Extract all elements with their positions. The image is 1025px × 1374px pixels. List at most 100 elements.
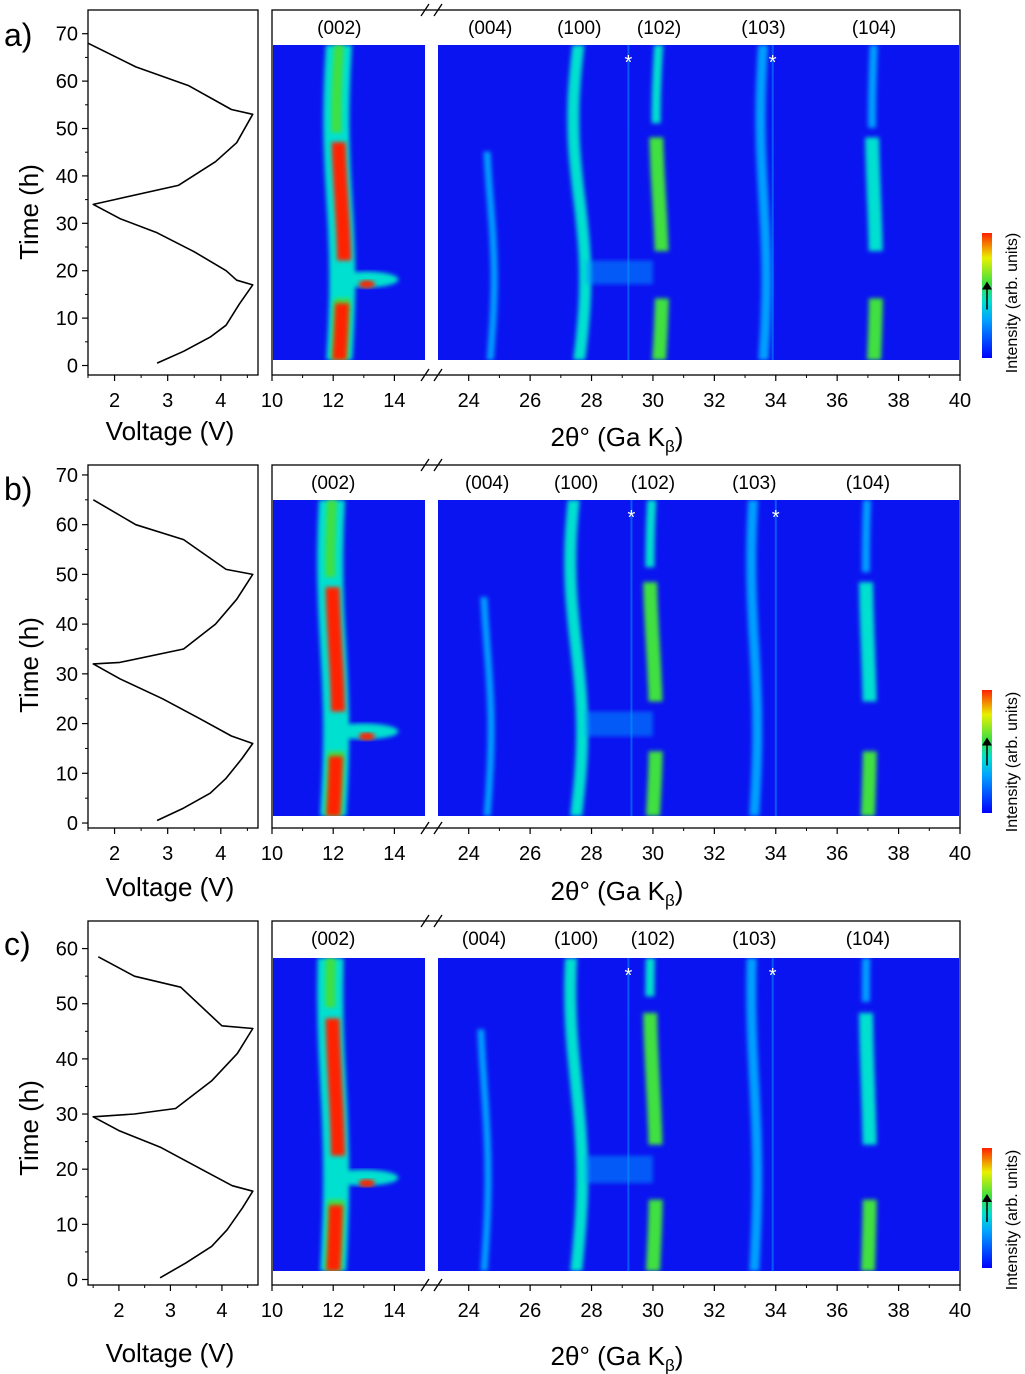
heatmap-streaks <box>317 958 877 1271</box>
peak-002-shift-core <box>358 732 375 741</box>
xrd-tick-label: 34 <box>765 1300 787 1322</box>
xrd-tick-label: 26 <box>519 1300 541 1322</box>
y-tick-label: 50 <box>56 119 78 141</box>
xrd-tick-label: 14 <box>383 1300 405 1322</box>
peak-002-red-upper <box>325 1018 345 1156</box>
transition-band <box>585 1155 653 1184</box>
x-tick-label: 2 <box>109 390 120 412</box>
peak-002-shift <box>329 1169 399 1186</box>
star-marker: * <box>624 52 632 74</box>
xrd-tick-label: 32 <box>703 843 725 865</box>
y-tick-label: 30 <box>56 1104 78 1126</box>
axis-break-slash <box>420 458 430 472</box>
panel-label: a) <box>4 17 32 53</box>
y-tick-label: 40 <box>56 614 78 636</box>
peak-002-red-lower <box>326 756 343 816</box>
peak-100-streak <box>564 500 589 816</box>
voltage-plot: 0 10 20 30 40 50 60 70 2 3 4 <box>56 9 259 412</box>
axis-break-slash <box>433 1278 443 1292</box>
peak-102-lower <box>645 1199 663 1271</box>
xrd-tick-label: 24 <box>458 1300 480 1322</box>
voltage-plot: 0 10 20 30 40 50 60 70 2 3 4 <box>56 464 259 865</box>
xrd-tick-label: 12 <box>322 1300 344 1322</box>
colorbar-title: Intensity (arb. units) <box>1004 692 1021 833</box>
peak-004-streak <box>477 1029 492 1271</box>
peak-002-top <box>331 45 344 133</box>
axis-break-slash <box>433 458 443 472</box>
y-tick-label: 10 <box>56 308 78 330</box>
y-tick-label: 40 <box>56 1049 78 1071</box>
transition-band <box>585 711 653 737</box>
peak-104-middle <box>865 137 883 252</box>
xrd-tick-label: 30 <box>642 1300 664 1322</box>
peak-102-middle <box>643 1012 663 1145</box>
panel-label: c) <box>4 926 31 962</box>
heatmap-streaks <box>317 500 877 816</box>
peak-104-lower <box>860 751 877 816</box>
axis-break-slash <box>433 3 443 17</box>
peak-104-upper <box>861 958 871 1002</box>
peak-label: (103) <box>741 18 785 39</box>
peak-104-middle <box>859 1012 877 1145</box>
peak-label: (100) <box>557 18 601 39</box>
y-tick-label: 50 <box>56 564 78 586</box>
y-tick-label: 10 <box>56 1214 78 1236</box>
xrd-tick-label: 36 <box>826 390 848 412</box>
peak-label: (100) <box>554 473 598 494</box>
heatmap-left-region <box>273 958 425 1271</box>
peak-label: (004) <box>462 929 506 950</box>
panel-label: b) <box>4 471 32 507</box>
peak-102-middle <box>649 137 669 252</box>
axis-break-slash <box>420 3 430 17</box>
colorbar-title: Intensity (arb. units) <box>1004 233 1021 374</box>
xrd-tick-label: 26 <box>519 843 541 865</box>
xrd-tick-label: 28 <box>580 390 602 412</box>
peak-004-streak <box>483 151 498 360</box>
y-tick-label: 20 <box>56 714 78 736</box>
y-tick-label: 60 <box>56 71 78 93</box>
peak-002-shift-core <box>358 1179 375 1188</box>
voltage-plot: 0 10 20 30 40 50 60 2 3 4 <box>56 920 259 1322</box>
peak-002-red-lower <box>326 1205 343 1271</box>
y-tick-label: 60 <box>56 515 78 537</box>
peak-label: (103) <box>732 929 776 950</box>
xrd-tick-label: 26 <box>519 390 541 412</box>
voltage-curve <box>87 42 254 364</box>
heatmap-streaks <box>323 45 883 360</box>
peak-002-red-upper <box>331 142 352 261</box>
x-tick-label: 4 <box>216 1300 227 1322</box>
y-axis-title: Time (h) <box>14 164 44 260</box>
xrd-tick-label: 36 <box>826 843 848 865</box>
y-tick-label: 0 <box>67 1269 78 1291</box>
y-tick-label: 70 <box>56 465 78 487</box>
xrd-tick-label: 28 <box>580 843 602 865</box>
peak-102-upper <box>651 45 664 124</box>
peak-label: (002) <box>311 929 355 950</box>
y-tick-label: 70 <box>56 24 78 46</box>
colorbar-title: Intensity (arb. units) <box>1004 1150 1021 1291</box>
y-axis-title: Time (h) <box>14 1080 44 1176</box>
peak-label: (104) <box>852 18 896 39</box>
xrd-tick-label: 12 <box>322 390 344 412</box>
axis-break-gap <box>425 466 438 827</box>
voltage-plot-frame <box>87 9 259 376</box>
x-tick-label: 2 <box>113 1300 124 1322</box>
voltage-axis-title: Voltage (V) <box>106 416 235 446</box>
peak-label: (104) <box>846 473 890 494</box>
axis-break-gap <box>425 11 438 374</box>
peak-label: (102) <box>631 929 675 950</box>
colorbar-arrow-icon <box>982 281 992 290</box>
peak-label: (102) <box>637 18 681 39</box>
xrd-tick-label: 32 <box>703 390 725 412</box>
xrd-tick-label: 30 <box>642 843 664 865</box>
colorbar-arrow-icon <box>982 737 992 746</box>
voltage-axis-title: Voltage (V) <box>106 872 235 902</box>
xrd-tick-label: 40 <box>949 1300 971 1322</box>
x-tick-label: 2 <box>109 843 120 865</box>
y-tick-label: 0 <box>67 813 78 835</box>
voltage-plot-frame <box>87 920 259 1286</box>
peak-002-red-lower <box>332 303 349 360</box>
